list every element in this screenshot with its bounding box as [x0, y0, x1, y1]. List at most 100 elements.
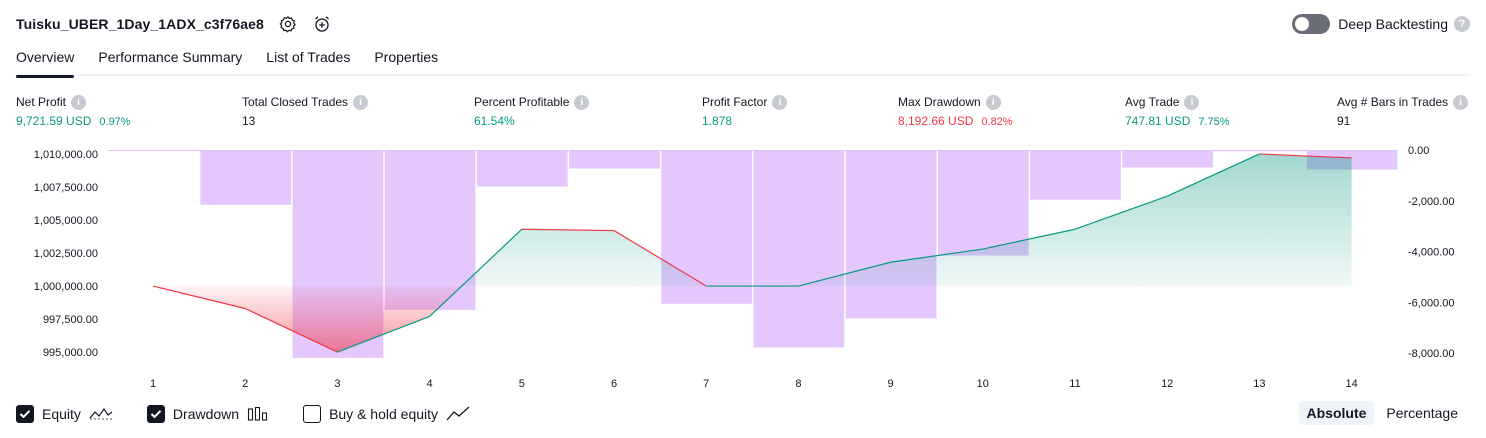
metric-value: 9,721.59 USD	[16, 114, 92, 128]
metric-profit-factor: Profit Factor i 1.878	[702, 94, 788, 128]
deep-backtesting-toggle[interactable]	[1292, 14, 1331, 34]
equity-line-segment	[152, 285, 246, 310]
equity-line-segment	[521, 228, 615, 232]
x-axis-tick-label: 6	[611, 378, 617, 390]
equity-line-segment	[1166, 153, 1260, 197]
display-mode-switch: Absolute Percentage	[1295, 401, 1467, 425]
deep-backtesting-label: Deep Backtesting	[1338, 16, 1448, 32]
drawdown-bar	[937, 150, 1029, 256]
tab-list-of-trades[interactable]: List of Trades	[266, 49, 351, 65]
equity-drawdown-chart[interactable]: 1,010,000.00 1,007,500.00 1,005,000.00 1,00…	[0, 140, 1486, 396]
left-axis-tick-label: 1,005,000.00	[34, 215, 98, 227]
equity-loss-area	[153, 286, 462, 353]
x-axis-tick-label: 14	[1345, 378, 1357, 390]
metric-label: Avg Trade	[1125, 95, 1180, 109]
left-axis-tick-label: 1,002,500.00	[34, 248, 98, 260]
legend-label: Drawdown	[172, 406, 240, 422]
left-axis-tick-label: 1,000,000.00	[34, 281, 98, 293]
legend-label: Buy & hold equity	[329, 406, 439, 422]
left-axis-tick-label: 1,010,000.00	[34, 149, 98, 161]
metric-value: 1.878	[702, 114, 733, 128]
metric-sub-value: 7.75%	[1198, 116, 1230, 128]
buy-hold-checkbox[interactable]	[303, 405, 322, 423]
equity-line-segment	[1259, 153, 1352, 159]
metric-label: Percent Profitable	[474, 95, 570, 109]
x-axis-tick-label: 3	[334, 378, 340, 390]
x-axis-tick-label: 10	[977, 378, 989, 390]
equity-checkbox[interactable]	[16, 405, 34, 423]
strategy-header: Tuisku_UBER_1Day_1ADX_c3f76ae8	[16, 10, 332, 38]
right-axis-tick-label: -6,000.00	[1408, 297, 1454, 309]
metric-value: 13	[242, 114, 256, 128]
legend-drawdown[interactable]: Drawdown	[146, 405, 269, 423]
equity-line-segment	[429, 228, 523, 317]
legend-buy-hold[interactable]: Buy & hold equity	[303, 405, 470, 423]
drawdown-bars-icon	[247, 406, 269, 422]
x-axis-tick-label: 12	[1161, 378, 1173, 390]
x-axis-tick-label: 2	[242, 378, 248, 390]
help-icon[interactable]: ?	[1454, 16, 1470, 32]
toggle-knob	[1295, 17, 1310, 31]
strategy-title: Tuisku_UBER_1Day_1ADX_c3f76ae8	[16, 16, 264, 32]
metric-label: Net Profit	[16, 95, 67, 109]
equity-line-segment	[798, 261, 891, 287]
metric-avg-trade: Avg Trade i 747.81 USD 7.75%	[1125, 94, 1230, 128]
mode-percentage-button[interactable]: Percentage	[1386, 405, 1458, 421]
drawdown-bar	[476, 150, 568, 187]
metric-label: Max Drawdown	[898, 95, 981, 109]
drawdown-checkbox[interactable]	[146, 405, 165, 423]
metric-total-closed-trades: Total Closed Trades i 13	[242, 94, 369, 128]
equity-line-segment	[337, 315, 430, 353]
drawdown-bar	[845, 150, 937, 319]
metric-sub-value: 0.82%	[981, 116, 1013, 128]
tab-overview[interactable]: Overview	[16, 46, 75, 78]
info-icon[interactable]: i	[1184, 94, 1200, 110]
drawdown-bar	[753, 150, 845, 348]
right-axis-tick-label: -8,000.00	[1408, 348, 1454, 360]
info-icon[interactable]: i	[574, 94, 590, 110]
info-icon[interactable]: i	[353, 94, 369, 110]
x-axis-tick-label: 8	[795, 378, 801, 390]
drawdown-bar	[1030, 150, 1121, 200]
right-axis-tick-label: -2,000.00	[1408, 196, 1454, 208]
x-axis-tick-label: 9	[888, 378, 894, 390]
metric-sub-value: 0.97%	[99, 116, 131, 128]
legend-equity[interactable]: Equity	[16, 405, 113, 423]
drawdown-bar	[384, 150, 476, 310]
tab-performance-summary[interactable]: Performance Summary	[98, 49, 243, 65]
x-axis-tick-label: 13	[1253, 378, 1265, 390]
drawdown-bar	[1214, 150, 1306, 152]
metric-max-drawdown: Max Drawdown i 8,192.66 USD 0.82%	[898, 94, 1013, 128]
equity-line-icon	[89, 406, 113, 422]
mode-absolute-button[interactable]: Absolute	[1298, 401, 1375, 425]
x-axis-tick-label: 11	[1069, 378, 1080, 390]
equity-line-segment	[982, 228, 1076, 250]
info-icon[interactable]: i	[1453, 94, 1469, 110]
metric-value: 61.54%	[474, 114, 515, 128]
buy-hold-line-icon	[446, 406, 470, 422]
drawdown-bar	[200, 150, 292, 205]
equity-line-segment	[1074, 195, 1168, 230]
metric-net-profit: Net Profit i 9,721.59 USD 0.97%	[16, 94, 131, 128]
metric-percent-profitable: Percent Profitable i 61.54%	[474, 94, 590, 128]
equity-line-segment	[890, 248, 983, 263]
gear-icon[interactable]	[278, 14, 298, 34]
left-axis-tick-label: 995,000.00	[43, 347, 98, 359]
drawdown-bar	[569, 150, 660, 169]
x-axis-tick-label: 5	[519, 378, 525, 390]
left-axis-tick-label: 1,007,500.00	[34, 182, 98, 194]
deep-backtesting: Deep Backtesting ?	[1292, 12, 1470, 36]
metric-value: 747.81 USD	[1125, 114, 1191, 128]
alarm-clock-plus-icon[interactable]	[312, 14, 332, 34]
metric-label: Profit Factor	[702, 95, 768, 109]
right-axis-tick-label: 0.00	[1408, 145, 1429, 157]
x-axis-tick-label: 7	[703, 378, 709, 390]
info-icon[interactable]: i	[71, 94, 87, 110]
info-icon[interactable]: i	[772, 94, 788, 110]
tab-bar: Overview Performance Summary List of Tra…	[16, 46, 1470, 78]
info-icon[interactable]: i	[985, 94, 1001, 110]
equity-profit-area	[461, 153, 1352, 287]
metric-label: Avg # Bars in Trades	[1337, 95, 1449, 109]
tab-properties[interactable]: Properties	[374, 49, 439, 65]
drawdown-bar	[1122, 150, 1214, 168]
